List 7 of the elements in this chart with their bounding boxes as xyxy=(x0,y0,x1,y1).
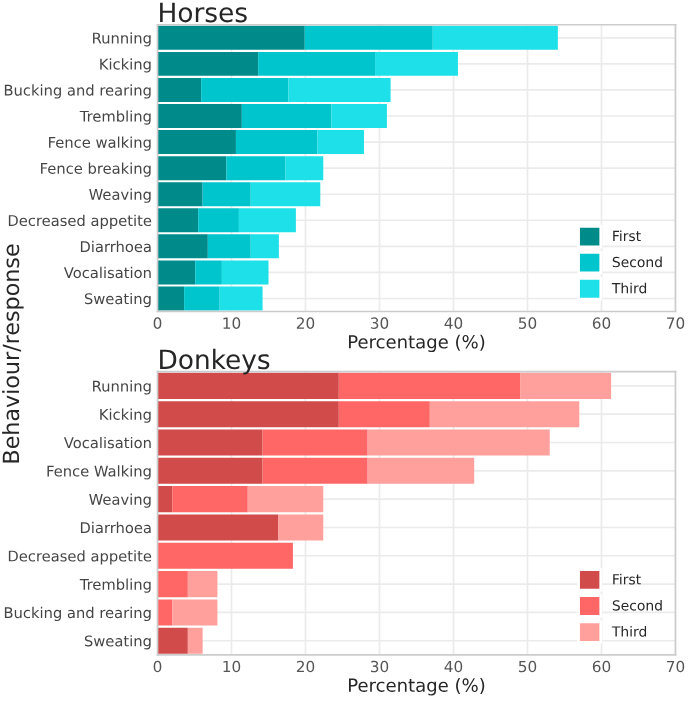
bar xyxy=(172,486,248,513)
y-axis-title: Behaviour/response xyxy=(2,244,24,463)
chart-title: Horses xyxy=(160,2,247,23)
x-axis-title: Percentage (%) xyxy=(349,334,485,353)
bar xyxy=(157,627,188,654)
chart-title: Donkeys xyxy=(160,348,270,375)
x-axis-title: Percentage (%) xyxy=(349,678,485,696)
